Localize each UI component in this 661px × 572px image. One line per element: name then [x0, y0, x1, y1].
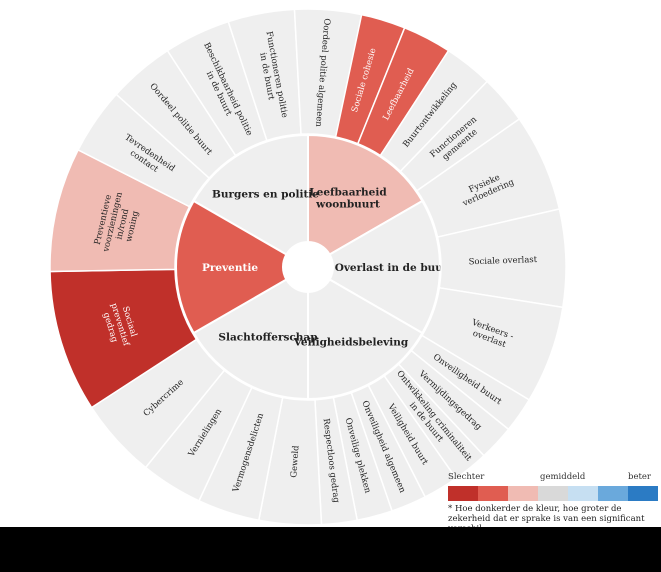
inner-label-veiligheidsbeleving: Veiligheidsbeleving	[293, 336, 409, 348]
legend: Slechter gemiddeld beter * Hoe donkerder…	[448, 472, 660, 534]
legend-swatch-5	[568, 486, 598, 501]
inner-label-burgers-en-politie: Burgers en politie	[212, 188, 319, 200]
legend-swatch-1	[448, 486, 478, 501]
legend-swatches	[448, 486, 660, 501]
legend-labels: Slechter gemiddeld beter	[448, 472, 660, 484]
legend-label-beter: beter	[628, 472, 651, 482]
legend-label-slechter: Slechter	[448, 472, 485, 482]
legend-swatch-3	[508, 486, 538, 501]
legend-swatch-2	[478, 486, 508, 501]
legend-swatch-4	[538, 486, 568, 501]
inner-label-preventie: Preventie	[202, 262, 258, 274]
inner-label-slachtofferschap: Slachtofferschap	[218, 331, 317, 343]
legend-label-gemiddeld: gemiddeld	[540, 472, 586, 482]
outer-label-sociale-overlast: Sociale overlast	[469, 255, 538, 267]
legend-swatch-6	[598, 486, 628, 501]
inner-label-leefbaarheid-woonbuurt: Leefbaarheid woonbuurt	[309, 187, 387, 211]
outer-sector-oordeel-politie-algemeen	[293, 8, 363, 138]
outer-label-geweld: Geweld	[289, 445, 301, 478]
inner-label-overlast-in-de-buurt: Overlast in de buurt	[335, 262, 454, 274]
legend-swatch-7	[628, 486, 658, 501]
footer-bar	[0, 527, 661, 572]
center-hole	[283, 242, 333, 292]
